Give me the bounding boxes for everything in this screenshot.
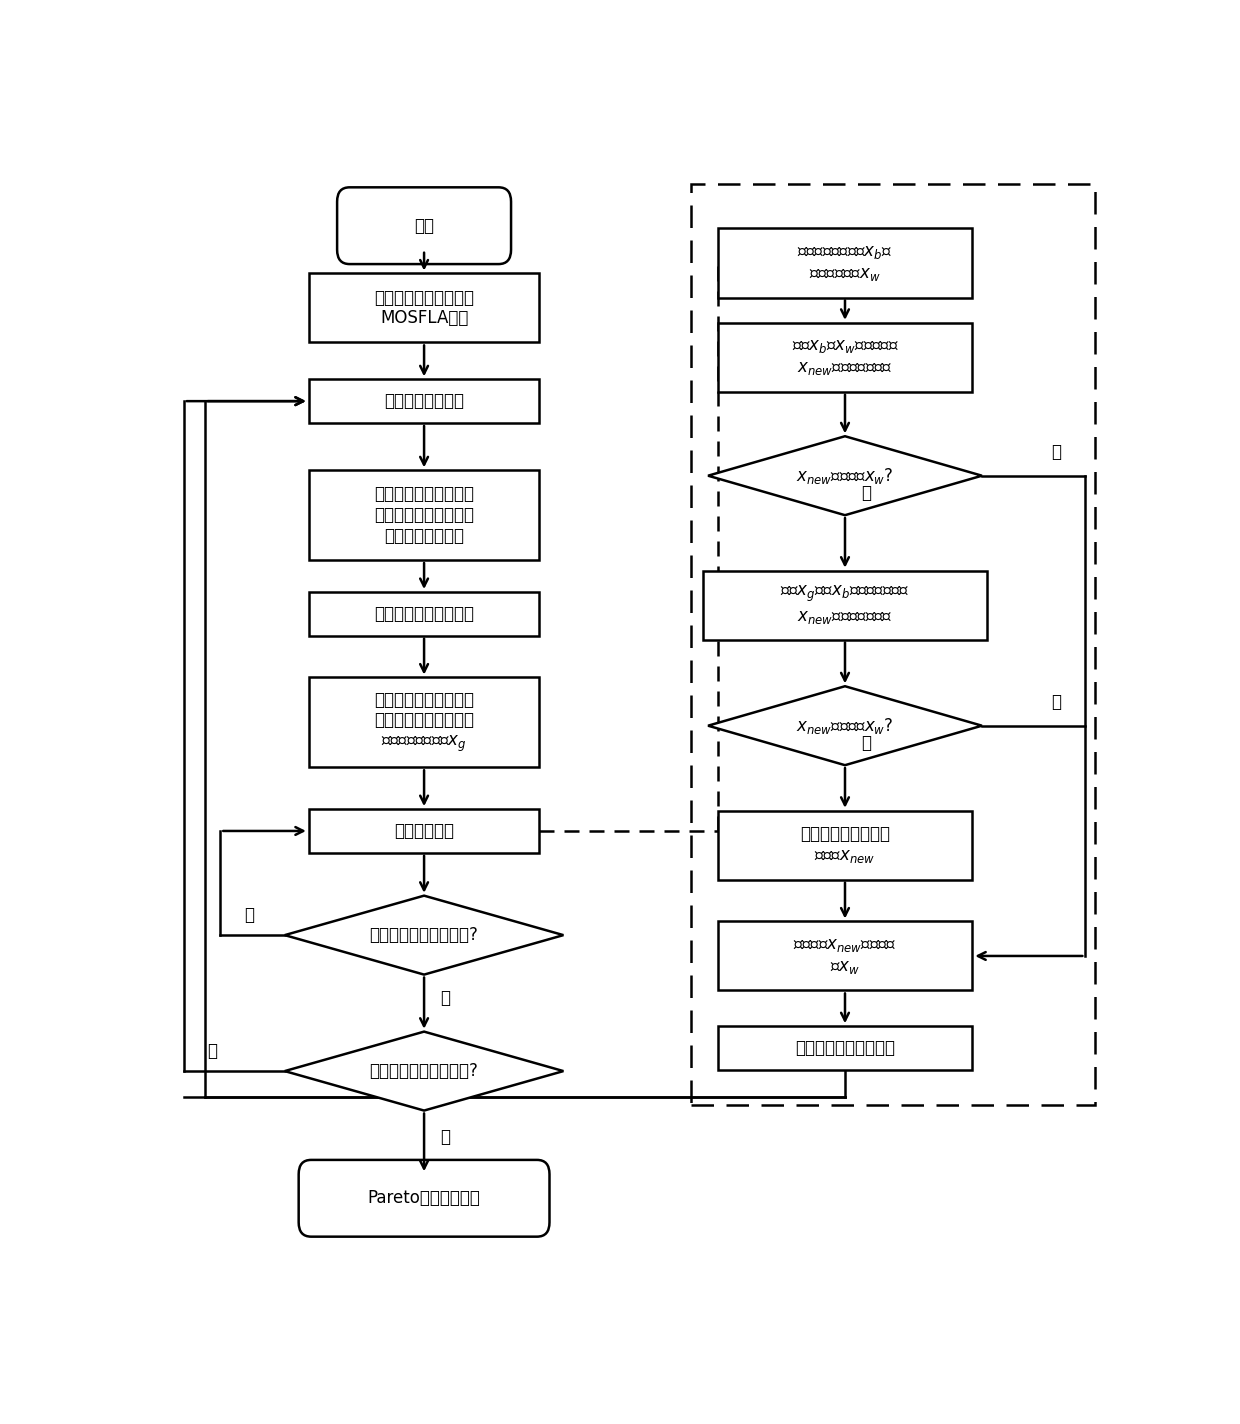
FancyBboxPatch shape [299,1161,549,1236]
FancyBboxPatch shape [309,273,539,343]
Polygon shape [285,1031,563,1111]
Polygon shape [285,896,563,974]
FancyBboxPatch shape [309,470,539,560]
Text: 在可行域内随机生成
新个体$x_{new}$: 在可行域内随机生成 新个体$x_{new}$ [800,826,890,866]
Text: 是: 是 [1052,443,1061,460]
Text: $x_{new}$是否支配$x_w$?: $x_{new}$是否支配$x_w$? [796,466,894,486]
FancyBboxPatch shape [718,921,972,991]
Text: 组内局部搜索: 组内局部搜索 [394,822,454,840]
Text: 生成初始青蛙种群: 生成初始青蛙种群 [384,392,464,410]
Text: 利用$x_b$和$x_w$生成新个体
$x_{new}$并计算其适应度: 利用$x_b$和$x_w$生成新个体 $x_{new}$并计算其适应度 [791,337,899,377]
FancyBboxPatch shape [718,810,972,880]
Text: 是: 是 [1052,692,1061,711]
Text: 组内完成一次局部搜索: 组内完成一次局部搜索 [795,1040,895,1057]
FancyBboxPatch shape [718,228,972,298]
FancyBboxPatch shape [309,592,539,635]
Text: 输入系统参数，初始化
MOSFLA参数: 输入系统参数，初始化 MOSFLA参数 [374,289,474,328]
FancyBboxPatch shape [337,188,511,263]
FancyBboxPatch shape [309,379,539,423]
Text: 用新个体$x_{new}$代替原来
的$x_w$: 用新个体$x_{new}$代替原来 的$x_w$ [794,936,897,975]
Text: 计算每只青蛙对应限流
设备配置方案下的目标
函数以及惩罚函数: 计算每只青蛙对应限流 设备配置方案下的目标 函数以及惩罚函数 [374,486,474,545]
FancyBboxPatch shape [309,809,539,853]
FancyBboxPatch shape [718,1027,972,1069]
Text: 否: 否 [207,1042,218,1061]
Text: Pareto最优解集获取: Pareto最优解集获取 [367,1189,481,1208]
Text: 是: 是 [440,988,450,1007]
Polygon shape [708,686,982,765]
Text: 是: 是 [440,1128,450,1146]
Text: 确定组内最优个体$x_b$和
组内最差个体$x_w$: 确定组内最优个体$x_b$和 组内最差个体$x_w$ [797,244,893,283]
Text: 计算每只青蛙的适应度: 计算每只青蛙的适应度 [374,605,474,622]
FancyBboxPatch shape [718,323,972,392]
Text: 利用$x_g$代替$x_b$重新生成新个体
$x_{new}$并计算其适应度: 利用$x_g$代替$x_b$重新生成新个体 $x_{new}$并计算其适应度 [780,584,910,627]
Polygon shape [708,436,982,515]
FancyBboxPatch shape [309,678,539,768]
Text: 采用快速非支配排序的
方法对初始种群排序并
找到全局最优个体$x_g$: 采用快速非支配排序的 方法对初始种群排序并 找到全局最优个体$x_g$ [374,691,474,755]
FancyBboxPatch shape [703,571,987,639]
Text: 是否达到种群进化次数?: 是否达到种群进化次数? [370,1062,479,1079]
Text: 是否达到组内迭代次数?: 是否达到组内迭代次数? [370,926,479,944]
Text: 否: 否 [244,907,254,924]
Text: $x_{new}$是否支配$x_w$?: $x_{new}$是否支配$x_w$? [796,716,894,736]
Text: 开始: 开始 [414,216,434,235]
Text: 否: 否 [861,735,872,752]
Text: 否: 否 [861,484,872,503]
